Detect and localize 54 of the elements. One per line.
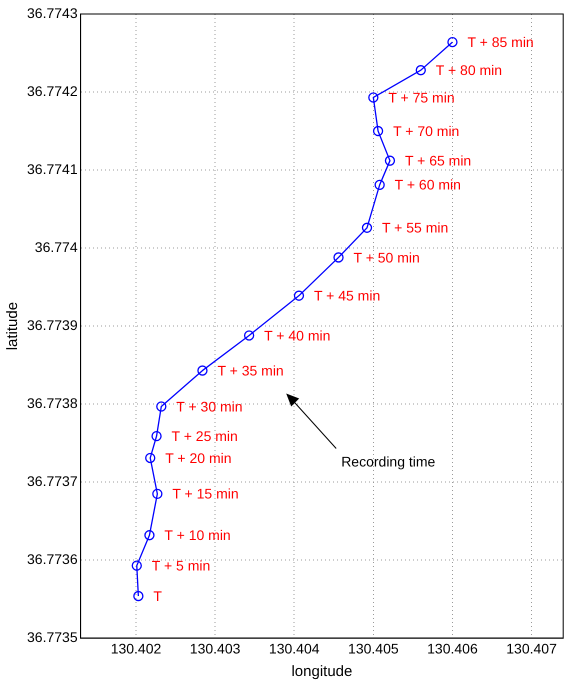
annotation: T (153, 588, 162, 604)
point (133, 590, 144, 602)
x-tick-label: 130.404 (268, 640, 320, 656)
point (144, 530, 155, 540)
y-axis-title: latitude (4, 302, 22, 350)
annotation: T + 75 min (388, 89, 455, 106)
annotation: T + 85 min (467, 34, 534, 50)
annotation: T + 25 min (172, 428, 238, 444)
y-tick-label: 36.7737 (26, 473, 78, 490)
point (447, 36, 458, 48)
annotation: T + 30 min (176, 398, 243, 414)
x-tick-label: 130.405 (348, 640, 399, 656)
annotation: T + 10 min (164, 527, 231, 544)
annotation: T + 60 min (394, 176, 461, 193)
point (384, 156, 396, 166)
annotation: T + 15 min (172, 486, 239, 502)
annotation: T + 50 min (354, 249, 420, 266)
annotation: T + 20 min (165, 450, 232, 466)
x-axis-title: longitude (291, 663, 352, 680)
point (362, 222, 372, 233)
annotation: T + 45 min (314, 288, 380, 304)
y-tick-label: 36.7743 (26, 4, 78, 21)
y-tick-label: 36.7742 (26, 82, 78, 99)
point (244, 330, 254, 341)
point (333, 252, 344, 263)
point (132, 560, 142, 571)
x-tick-label: 130.406 (427, 640, 478, 656)
point (145, 452, 156, 464)
annotation: T + 65 min (404, 152, 472, 169)
x-tick-label: 130.407 (506, 640, 558, 656)
point (374, 180, 385, 190)
point (152, 488, 162, 500)
point (294, 290, 304, 301)
annotation: T + 40 min (264, 327, 330, 344)
point (151, 430, 162, 442)
point (372, 126, 384, 136)
y-tick-label: 36.7739 (26, 316, 78, 333)
y-tick-label: 36.7741 (26, 160, 78, 177)
point (197, 365, 208, 376)
annotation: T + 80 min (436, 62, 502, 78)
y-tick-label: 36.7738 (26, 394, 78, 411)
annotation: T + 5 min (152, 557, 210, 574)
y-tick-label: 36.7735 (26, 629, 78, 646)
y-tick-label: 36.7736 (26, 551, 78, 568)
annotation: Recording time (341, 453, 436, 470)
point (416, 65, 426, 76)
y-tick-label: 36.774 (34, 238, 78, 255)
x-tick-label: 130.403 (190, 640, 241, 656)
point (156, 401, 166, 412)
annotation: T + 55 min (382, 220, 448, 236)
x-tick-label: 130.402 (110, 640, 162, 656)
annotation: T + 35 min (217, 362, 284, 378)
annotation: T + 70 min (393, 122, 460, 139)
point (368, 92, 378, 103)
